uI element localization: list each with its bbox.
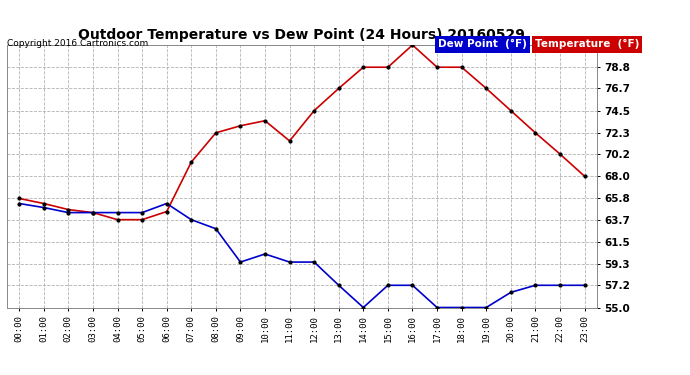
Text: Temperature  (°F): Temperature (°F) xyxy=(535,39,639,50)
Text: Copyright 2016 Cartronics.com: Copyright 2016 Cartronics.com xyxy=(7,39,148,48)
Text: Dew Point  (°F): Dew Point (°F) xyxy=(438,39,527,50)
Title: Outdoor Temperature vs Dew Point (24 Hours) 20160529: Outdoor Temperature vs Dew Point (24 Hou… xyxy=(79,28,525,42)
